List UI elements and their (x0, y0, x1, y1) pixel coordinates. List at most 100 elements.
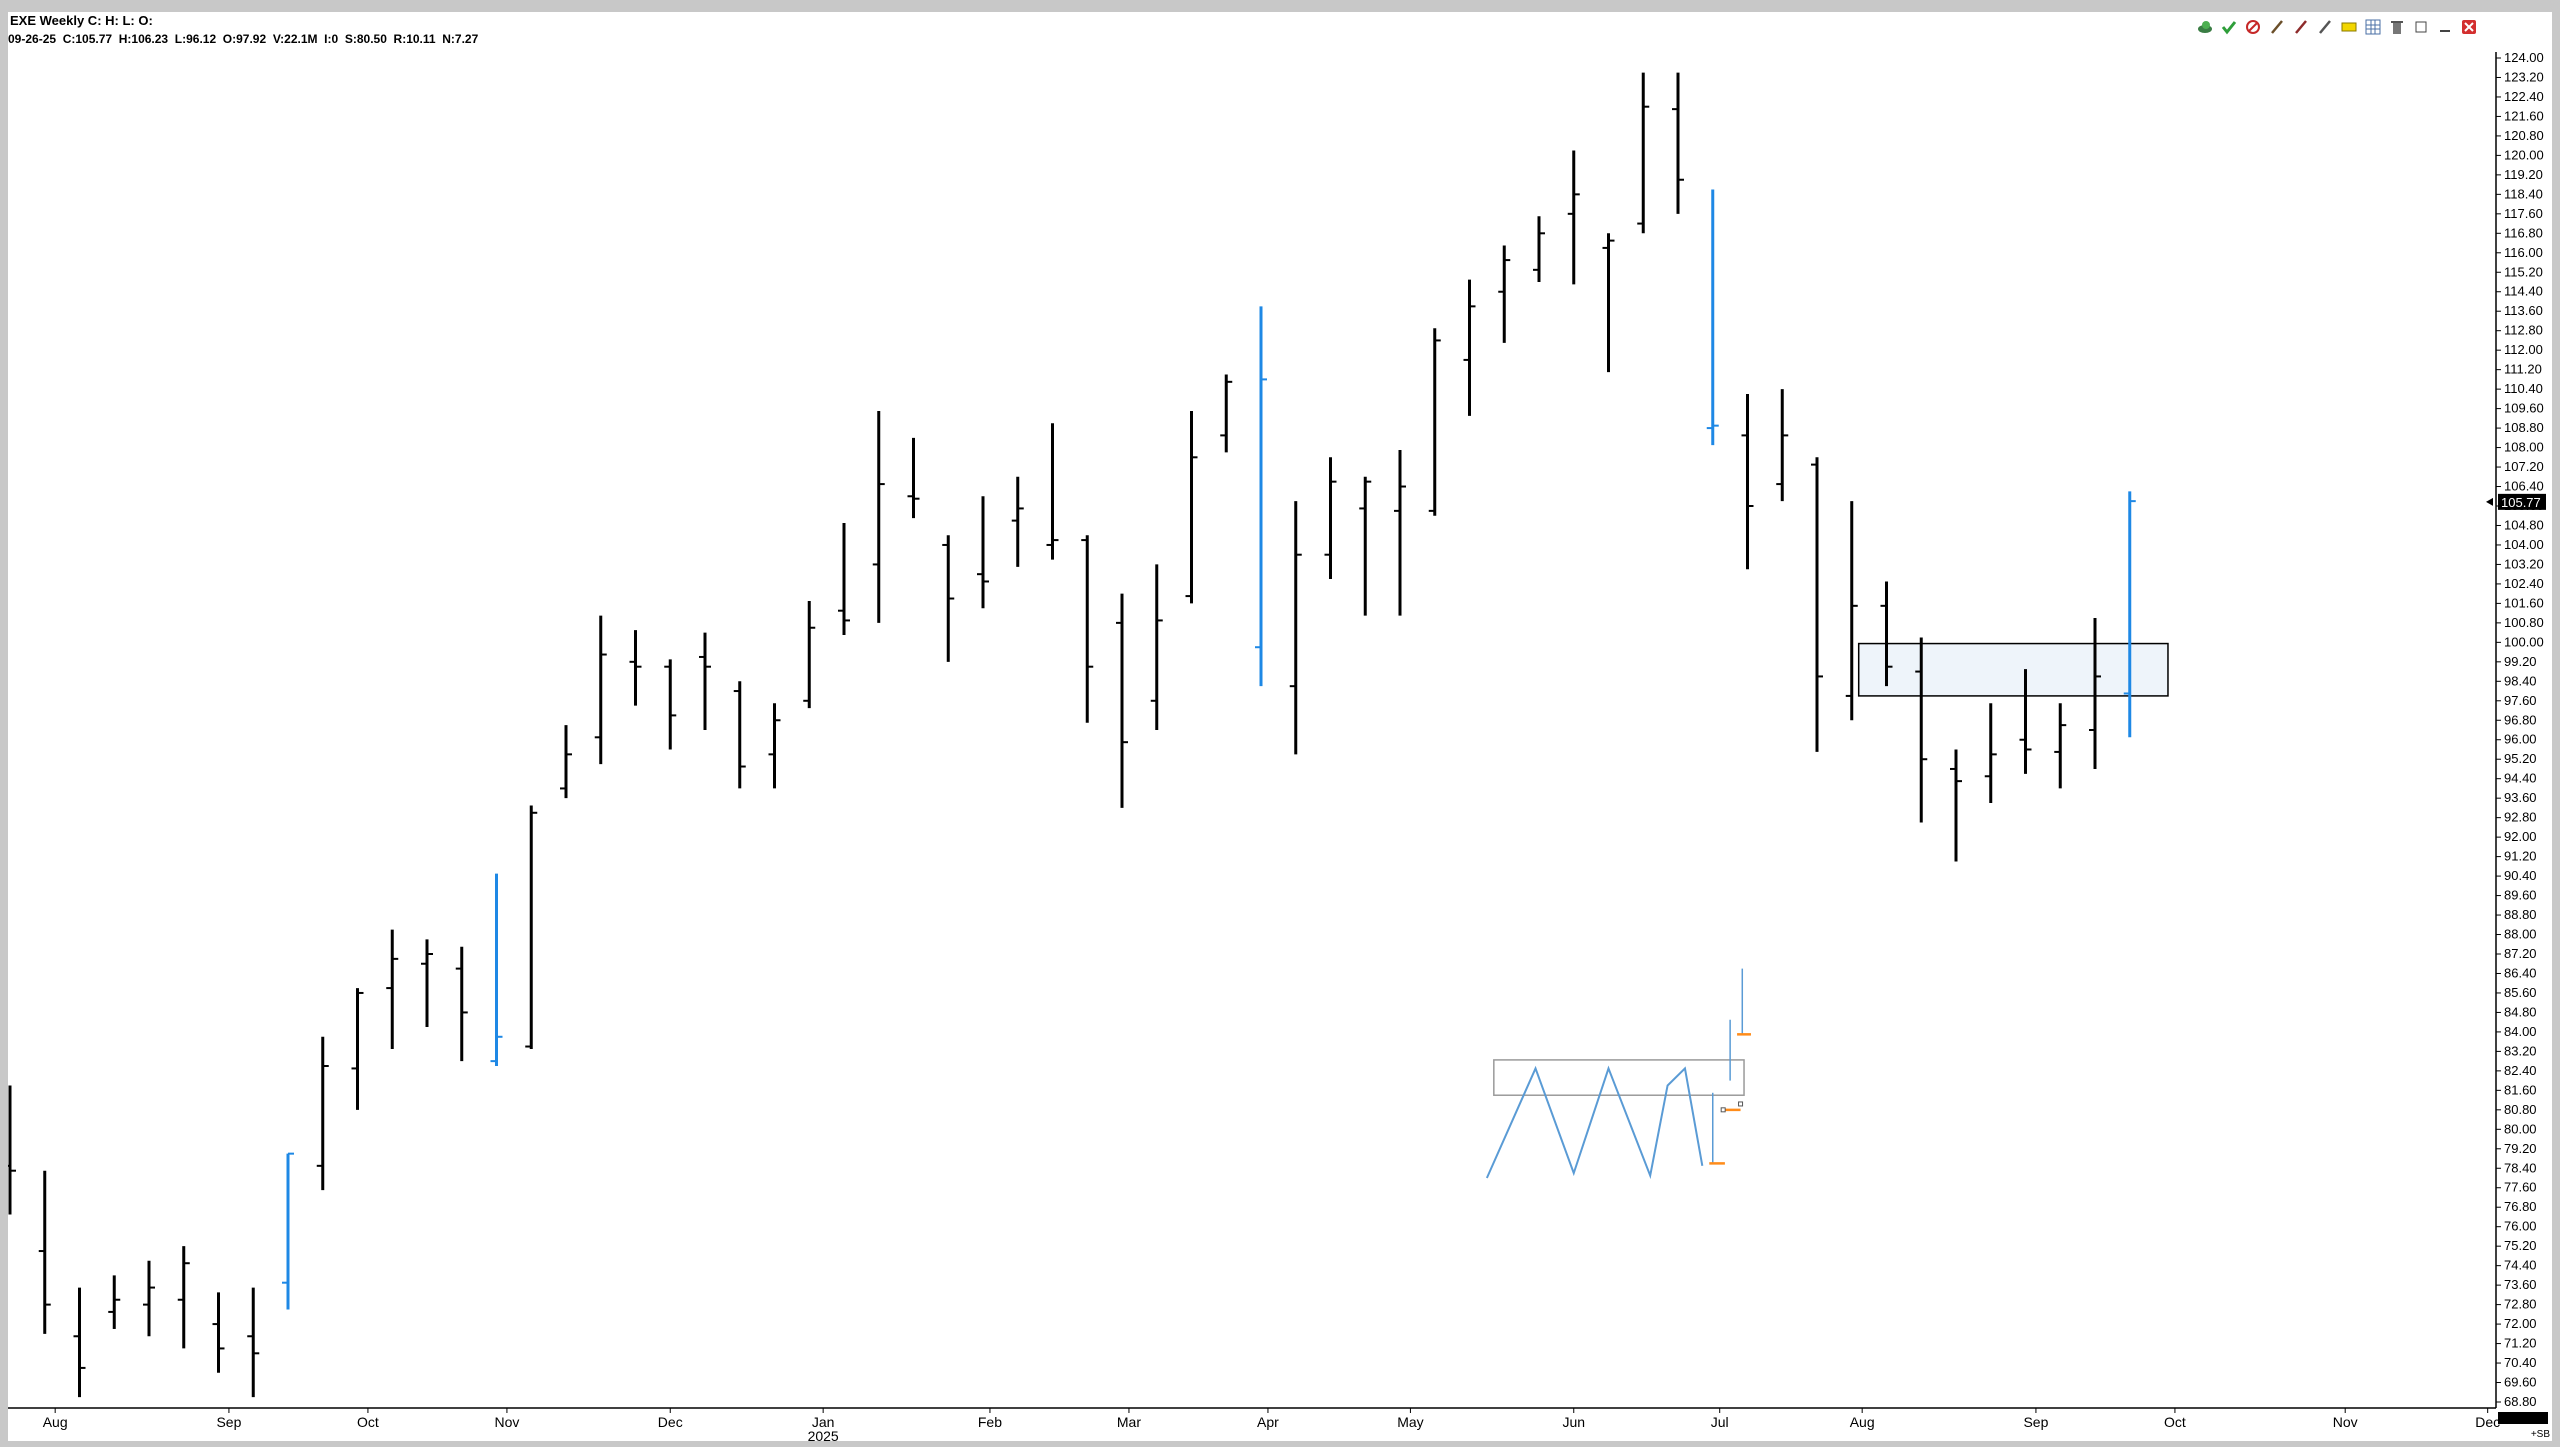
ohlc-bar[interactable] (455, 946, 468, 1062)
plot-area[interactable] (8, 72, 2169, 1398)
ohlc-bar[interactable] (664, 659, 677, 750)
minimize-icon[interactable] (2440, 30, 2450, 32)
sketch-zigzag[interactable] (1485, 1065, 1704, 1180)
y-tick-label: 92.00 (2504, 829, 2537, 844)
ohlc-bar[interactable] (1637, 72, 1650, 234)
ohlc-bar[interactable] (1394, 450, 1406, 616)
ohlc-bar[interactable] (1880, 581, 1893, 687)
pencil-icon-stroke (2295, 20, 2307, 34)
ohlc-bar[interactable] (803, 600, 816, 709)
x-tick-label: Dec (2475, 1414, 2500, 1430)
grid-icon[interactable] (2365, 19, 2381, 35)
ohlc-bar[interactable] (386, 929, 399, 1049)
y-tick-label: 103.20 (2504, 556, 2544, 571)
ban-icon[interactable] (2246, 20, 2260, 34)
ohlc-bar[interactable] (2123, 491, 2136, 738)
ohlc-bar[interactable] (2019, 669, 2032, 774)
ohlc-bar[interactable] (699, 632, 711, 730)
ohlc-bar[interactable] (351, 988, 364, 1110)
ohlc-bar[interactable] (1428, 328, 1441, 516)
ohlc-bar[interactable] (1081, 535, 1094, 723)
ohlc-bar[interactable] (2054, 703, 2067, 789)
ohlc-bar[interactable] (316, 1036, 329, 1191)
ohlc-bar[interactable] (1602, 233, 1615, 373)
ohlc-bar[interactable] (421, 939, 433, 1028)
rectangle-icon[interactable] (2341, 22, 2357, 32)
ohlc-bar[interactable] (1984, 703, 1997, 804)
ohlc-bar[interactable] (38, 1170, 51, 1334)
ohlc-bar[interactable] (282, 1152, 294, 1310)
ohlc-bar[interactable] (1011, 476, 1024, 567)
ohlc-bar[interactable] (1185, 411, 1198, 604)
y-tick-label: 83.20 (2504, 1043, 2537, 1058)
check-icon[interactable] (2221, 21, 2237, 35)
x-tick-label: Jun (1562, 1414, 1585, 1430)
ohlc-bar[interactable] (525, 805, 538, 1049)
price-axis[interactable]: 124.00 123.20 122.40 121.60 120.80 120.00 119.… (2486, 50, 2546, 1409)
ohlc-bar[interactable] (247, 1287, 260, 1398)
ohlc-bar[interactable] (942, 535, 955, 662)
restore-icon-box (2415, 21, 2427, 33)
ohlc-bar[interactable] (733, 681, 746, 789)
ohlc-bar[interactable] (1915, 637, 1928, 823)
y-tick-label: 108.00 (2504, 440, 2544, 455)
ohlc-bar[interactable] (872, 411, 885, 623)
toolbar (2198, 19, 2476, 35)
ohlc-bar[interactable] (838, 523, 850, 636)
ohlc-bar[interactable] (108, 1275, 121, 1329)
y-tick-label: 107.20 (2504, 459, 2544, 474)
trash-icon[interactable] (2391, 21, 2403, 34)
ohlc-bar[interactable] (143, 1260, 155, 1337)
ohlc-bar[interactable] (1220, 374, 1233, 453)
ohlc-bar[interactable] (1567, 150, 1580, 285)
ohlc-bar[interactable] (1289, 501, 1302, 755)
ohlc-bar[interactable] (1046, 423, 1059, 560)
ohlc-bar[interactable] (1776, 389, 1789, 502)
ohlc-bar[interactable] (212, 1292, 225, 1373)
pen-icon[interactable] (2271, 20, 2283, 34)
ohlc-bar[interactable] (1845, 501, 1858, 721)
ohlc-bar[interactable] (1359, 476, 1372, 616)
y-tick-label: 81.60 (2504, 1082, 2537, 1097)
ohlc-bar[interactable] (1463, 279, 1476, 416)
ohlc-bar[interactable] (1533, 216, 1545, 282)
line-icon[interactable] (2319, 20, 2331, 34)
ohlc-bar[interactable] (768, 703, 781, 789)
consolidation-box[interactable] (1857, 642, 2169, 697)
y-tick-label: 117.60 (2504, 206, 2543, 221)
ohlc-bar[interactable] (177, 1246, 190, 1349)
ohlc-bar[interactable] (1255, 306, 1267, 687)
y-tick-label: 98.40 (2504, 673, 2537, 688)
ohlc-bar[interactable] (1950, 749, 1962, 862)
ohlc-bar[interactable] (560, 725, 572, 799)
ohlc-bar[interactable] (1498, 245, 1511, 343)
ohlc-bar[interactable] (1811, 457, 1823, 752)
ohlc-bar[interactable] (1741, 394, 1754, 570)
ohlc-bar[interactable] (1150, 564, 1163, 730)
ohlc-bar[interactable] (977, 496, 989, 609)
ohlc-bar[interactable] (594, 615, 607, 765)
ohlc-chart[interactable]: EXE Weekly C: H: L: O: 09-26-25 C:105.77… (8, 12, 2552, 1441)
ohlc-bar[interactable] (8, 1085, 16, 1215)
y-tick-label: 124.00 (2504, 50, 2544, 65)
ohlc-bar[interactable] (1706, 189, 1719, 446)
y-tick-label: 116.00 (2504, 245, 2543, 260)
ohlc-bar[interactable] (73, 1287, 86, 1398)
chart-window[interactable]: EXE Weekly C: H: L: O: 09-26-25 C:105.77… (8, 12, 2552, 1441)
ohlc-bar[interactable] (490, 873, 503, 1066)
restore-icon[interactable] (2415, 21, 2427, 33)
anchor-handle[interactable] (1720, 1107, 1726, 1113)
x-tick-label: Mar (1117, 1414, 1141, 1430)
ohlc-bar[interactable] (907, 437, 920, 519)
close-icon[interactable] (2462, 20, 2476, 34)
ohlc-bar[interactable] (1116, 593, 1128, 808)
ohlc-bar[interactable] (1672, 72, 1684, 214)
cloud-icon[interactable] (2198, 21, 2212, 33)
ohlc-bar[interactable] (2089, 618, 2101, 769)
x-tick-label: Oct (357, 1414, 379, 1430)
ohlc-bar[interactable] (1324, 457, 1337, 580)
ohlc-bar[interactable] (629, 630, 642, 706)
pencil-icon[interactable] (2295, 20, 2307, 34)
anchor-handle[interactable] (1738, 1101, 1744, 1107)
